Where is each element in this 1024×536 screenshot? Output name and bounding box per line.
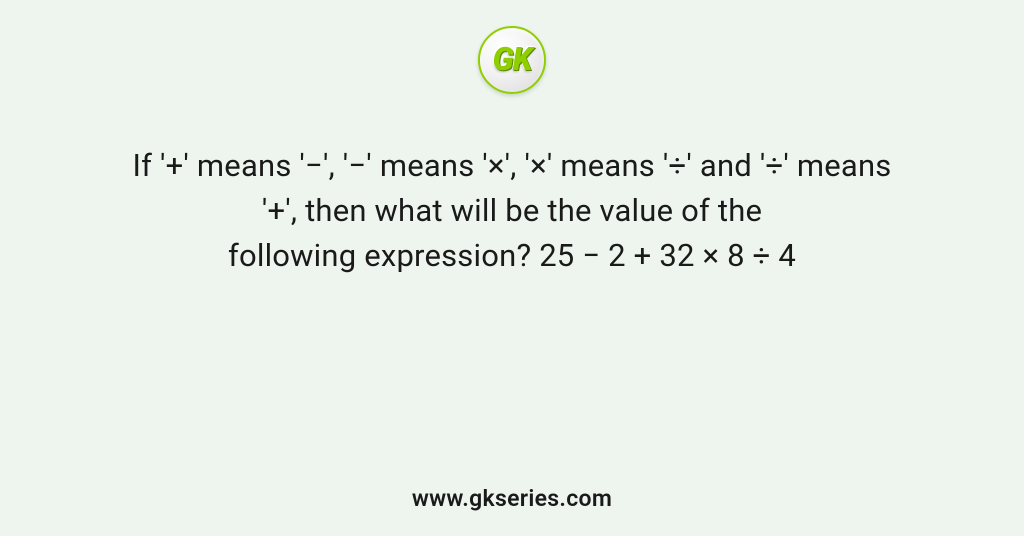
- question-text: If '+' means '−', '−' means '×', '×' mea…: [52, 144, 972, 279]
- logo-text: GK: [492, 40, 531, 78]
- question-line-2: '+', then what will be the value of the: [262, 192, 762, 229]
- question-line-3: following expression? 25 − 2 + 32 × 8 ÷ …: [228, 237, 796, 274]
- logo-container: GK: [478, 26, 546, 94]
- footer-url: www.gkseries.com: [412, 485, 612, 512]
- question-line-1: If '+' means '−', '−' means '×', '×' mea…: [133, 147, 892, 184]
- logo-circle: GK: [478, 26, 546, 94]
